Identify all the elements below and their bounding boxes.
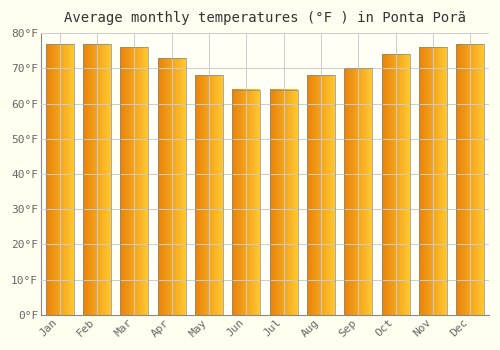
Title: Average monthly temperatures (°F ) in Ponta Porã: Average monthly temperatures (°F ) in Po… <box>64 11 466 25</box>
